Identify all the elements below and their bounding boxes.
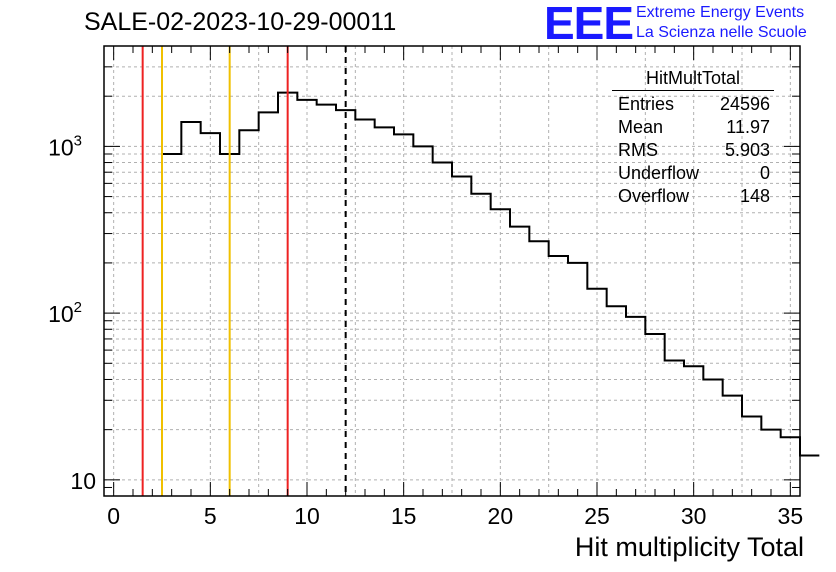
stats-label: Entries <box>618 94 675 114</box>
histogram-bin <box>587 289 606 496</box>
histogram-bin <box>491 209 510 496</box>
x-tick-label: 35 <box>778 503 804 529</box>
plot-frame <box>103 45 801 497</box>
histogram-bin <box>297 100 316 496</box>
stats-row-underflow: Underflow 0 <box>608 162 778 185</box>
histogram-bin <box>703 379 722 496</box>
histogram-bin <box>471 194 490 496</box>
x-tick-label: 20 <box>488 503 514 529</box>
histogram-bin <box>607 306 626 496</box>
histogram-bin <box>394 134 413 496</box>
stats-row-mean: Mean 11.97 <box>608 116 778 139</box>
y-tick-label: 10 <box>70 468 96 494</box>
histogram-line <box>161 91 820 496</box>
x-tick-label: 30 <box>681 503 707 529</box>
x-tick-label: 5 <box>204 503 217 529</box>
eee-logo: EEE Extreme Energy Events La Scienza nel… <box>544 0 836 49</box>
histogram-bin <box>162 154 181 496</box>
histogram-bin <box>181 122 200 496</box>
histogram-bin <box>800 455 819 496</box>
histogram-bin <box>413 146 432 496</box>
stats-label: Overflow <box>618 186 690 206</box>
x-tick-label: 0 <box>107 503 120 529</box>
histogram-bin <box>742 416 761 496</box>
stats-label: Underflow <box>618 163 700 183</box>
x-tick-label: 10 <box>294 503 320 529</box>
logo-subtitle-1: Extreme Energy Events <box>636 4 805 21</box>
histogram-bin <box>626 317 645 496</box>
logo-mark: EEE <box>544 0 634 49</box>
histogram-bin <box>201 133 220 496</box>
stats-title: HitMultTotal <box>612 68 774 91</box>
stats-label: RMS <box>618 140 658 160</box>
histogram-bin <box>259 112 278 496</box>
x-axis-label: Hit multiplicity Total <box>574 532 804 562</box>
stats-value: 0 <box>759 163 770 183</box>
histogram-bin <box>684 366 703 496</box>
histogram-bin <box>433 163 452 496</box>
x-tick-label: 25 <box>584 503 610 529</box>
histogram-bin <box>375 127 394 496</box>
stats-row-rms: RMS 5.903 <box>608 139 778 162</box>
histogram-bin <box>452 176 471 496</box>
stats-value: 148 <box>739 186 770 206</box>
histogram-bin <box>665 360 684 496</box>
histogram-bin <box>510 227 529 496</box>
histogram-bin <box>239 130 258 496</box>
histogram-bin <box>549 256 568 496</box>
y-tick-label: 103 <box>48 132 82 160</box>
histogram-bin <box>723 396 742 496</box>
stats-box: HitMultTotal Entries 24596 Mean 11.97 RM… <box>608 68 778 208</box>
histogram-bin <box>645 334 664 496</box>
stats-value: 24596 <box>719 94 770 114</box>
stats-row-overflow: Overflow 148 <box>608 185 778 208</box>
histogram-bin <box>317 105 336 496</box>
y-tick-label: 102 <box>48 299 82 327</box>
histogram-bin <box>568 263 587 496</box>
chart-title: SALE-02-2023-10-29-00011 <box>84 8 397 36</box>
histogram-bin <box>761 430 780 496</box>
histogram-bin <box>529 241 548 496</box>
stats-row-entries: Entries 24596 <box>608 93 778 116</box>
stats-value: 5.903 <box>724 140 770 160</box>
stats-label: Mean <box>618 117 664 137</box>
logo-subtitle-2: La Scienza nelle Scuole <box>636 24 807 41</box>
x-tick-label: 15 <box>391 503 417 529</box>
stats-value: 11.97 <box>726 117 770 137</box>
histogram-bin <box>355 119 374 496</box>
